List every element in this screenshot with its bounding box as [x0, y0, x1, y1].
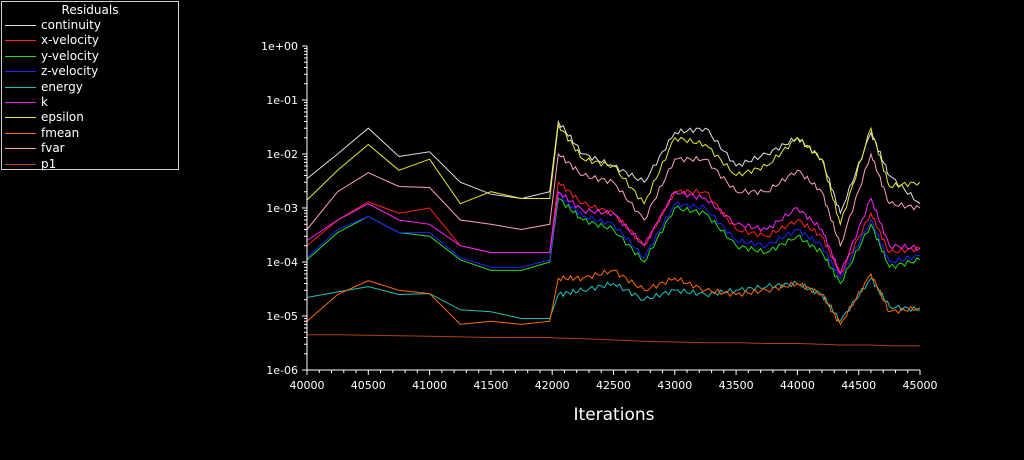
legend: Residuals continuity x-velocity y-velocity…: [1, 1, 179, 172]
series-line-fmean: [306, 269, 921, 326]
series-line-x-velocity: [306, 180, 921, 276]
legend-label: fvar: [41, 141, 65, 156]
x-tick-label: 43500: [719, 379, 754, 392]
legend-swatch: [5, 25, 36, 26]
x-tick-label: 41500: [473, 379, 508, 392]
legend-swatch: [5, 40, 36, 42]
legend-entry-continuity: continuity: [2, 18, 178, 33]
series-line-k: [306, 190, 921, 276]
y-tick-label: 1e-02: [266, 148, 298, 161]
legend-swatch: [5, 86, 36, 88]
legend-label: fmean: [41, 125, 80, 140]
legend-entries: continuity x-velocity y-velocity z-velocity…: [2, 18, 178, 172]
x-tick-label: 44500: [841, 379, 876, 392]
series-layer: [306, 119, 921, 347]
x-tick-label: 41000: [412, 379, 447, 392]
y-tick-label: 1e-06: [266, 364, 298, 377]
series-line-fvar: [306, 152, 921, 248]
legend-label: k: [41, 94, 48, 109]
legend-entry-p1: p1: [2, 157, 178, 172]
x-axis-label: Iterations: [574, 405, 655, 425]
y-tick-label: 1e-01: [266, 94, 298, 107]
series-line-continuity: [306, 119, 921, 215]
legend-label: y-velocity: [41, 48, 99, 63]
x-tick-label: 44000: [780, 379, 815, 392]
legend-swatch: [5, 101, 36, 103]
legend-label: continuity: [41, 18, 101, 32]
y-tick-label: 1e+00: [261, 40, 298, 53]
legend-label: x-velocity: [41, 33, 100, 48]
y-tick-label: 1e-03: [266, 202, 298, 215]
y-tick-label: 1e-04: [266, 256, 298, 269]
legend-entry-y-velocity: y-velocity: [2, 49, 178, 64]
x-tick-label: 45000: [903, 379, 938, 392]
series-line-p1: [307, 334, 920, 347]
legend-swatch: [5, 55, 36, 57]
legend-entry-fvar: fvar: [2, 141, 178, 156]
y-tick-label: 1e-05: [266, 310, 298, 323]
legend-entry-x-velocity: x-velocity: [2, 33, 178, 48]
legend-entry-z-velocity: z-velocity: [2, 64, 178, 79]
legend-swatch: [5, 71, 36, 73]
legend-swatch: [5, 117, 36, 119]
legend-title: Residuals: [61, 3, 119, 17]
series-line-epsilon: [306, 122, 921, 227]
legend-entry-fmean: fmean: [2, 126, 178, 141]
x-tick-label: 40500: [351, 379, 386, 392]
legend-swatch: [5, 148, 36, 150]
x-tick-label: 40000: [290, 379, 325, 392]
x-tick-label: 42500: [596, 379, 631, 392]
legend-label: energy: [41, 79, 83, 94]
legend-entry-epsilon: epsilon: [2, 110, 178, 125]
legend-label: z-velocity: [41, 64, 99, 79]
x-tick-label: 43000: [657, 379, 692, 392]
axes-layer: 1e-06 1e-05 1e-04 1e-03 1e-02 1e-01 1e+00 40000…: [261, 40, 937, 392]
legend-label: epsilon: [41, 110, 84, 125]
legend-entry-k: k: [2, 95, 178, 110]
series-line-y-velocity: [306, 197, 921, 285]
legend-swatch: [5, 132, 36, 134]
legend-entry-energy: energy: [2, 80, 178, 95]
series-line-energy: [306, 277, 921, 322]
x-tick-label: 42000: [535, 379, 570, 392]
series-line-z-velocity: [306, 193, 921, 280]
legend-swatch: [5, 163, 36, 165]
legend-label: p1: [41, 156, 57, 171]
